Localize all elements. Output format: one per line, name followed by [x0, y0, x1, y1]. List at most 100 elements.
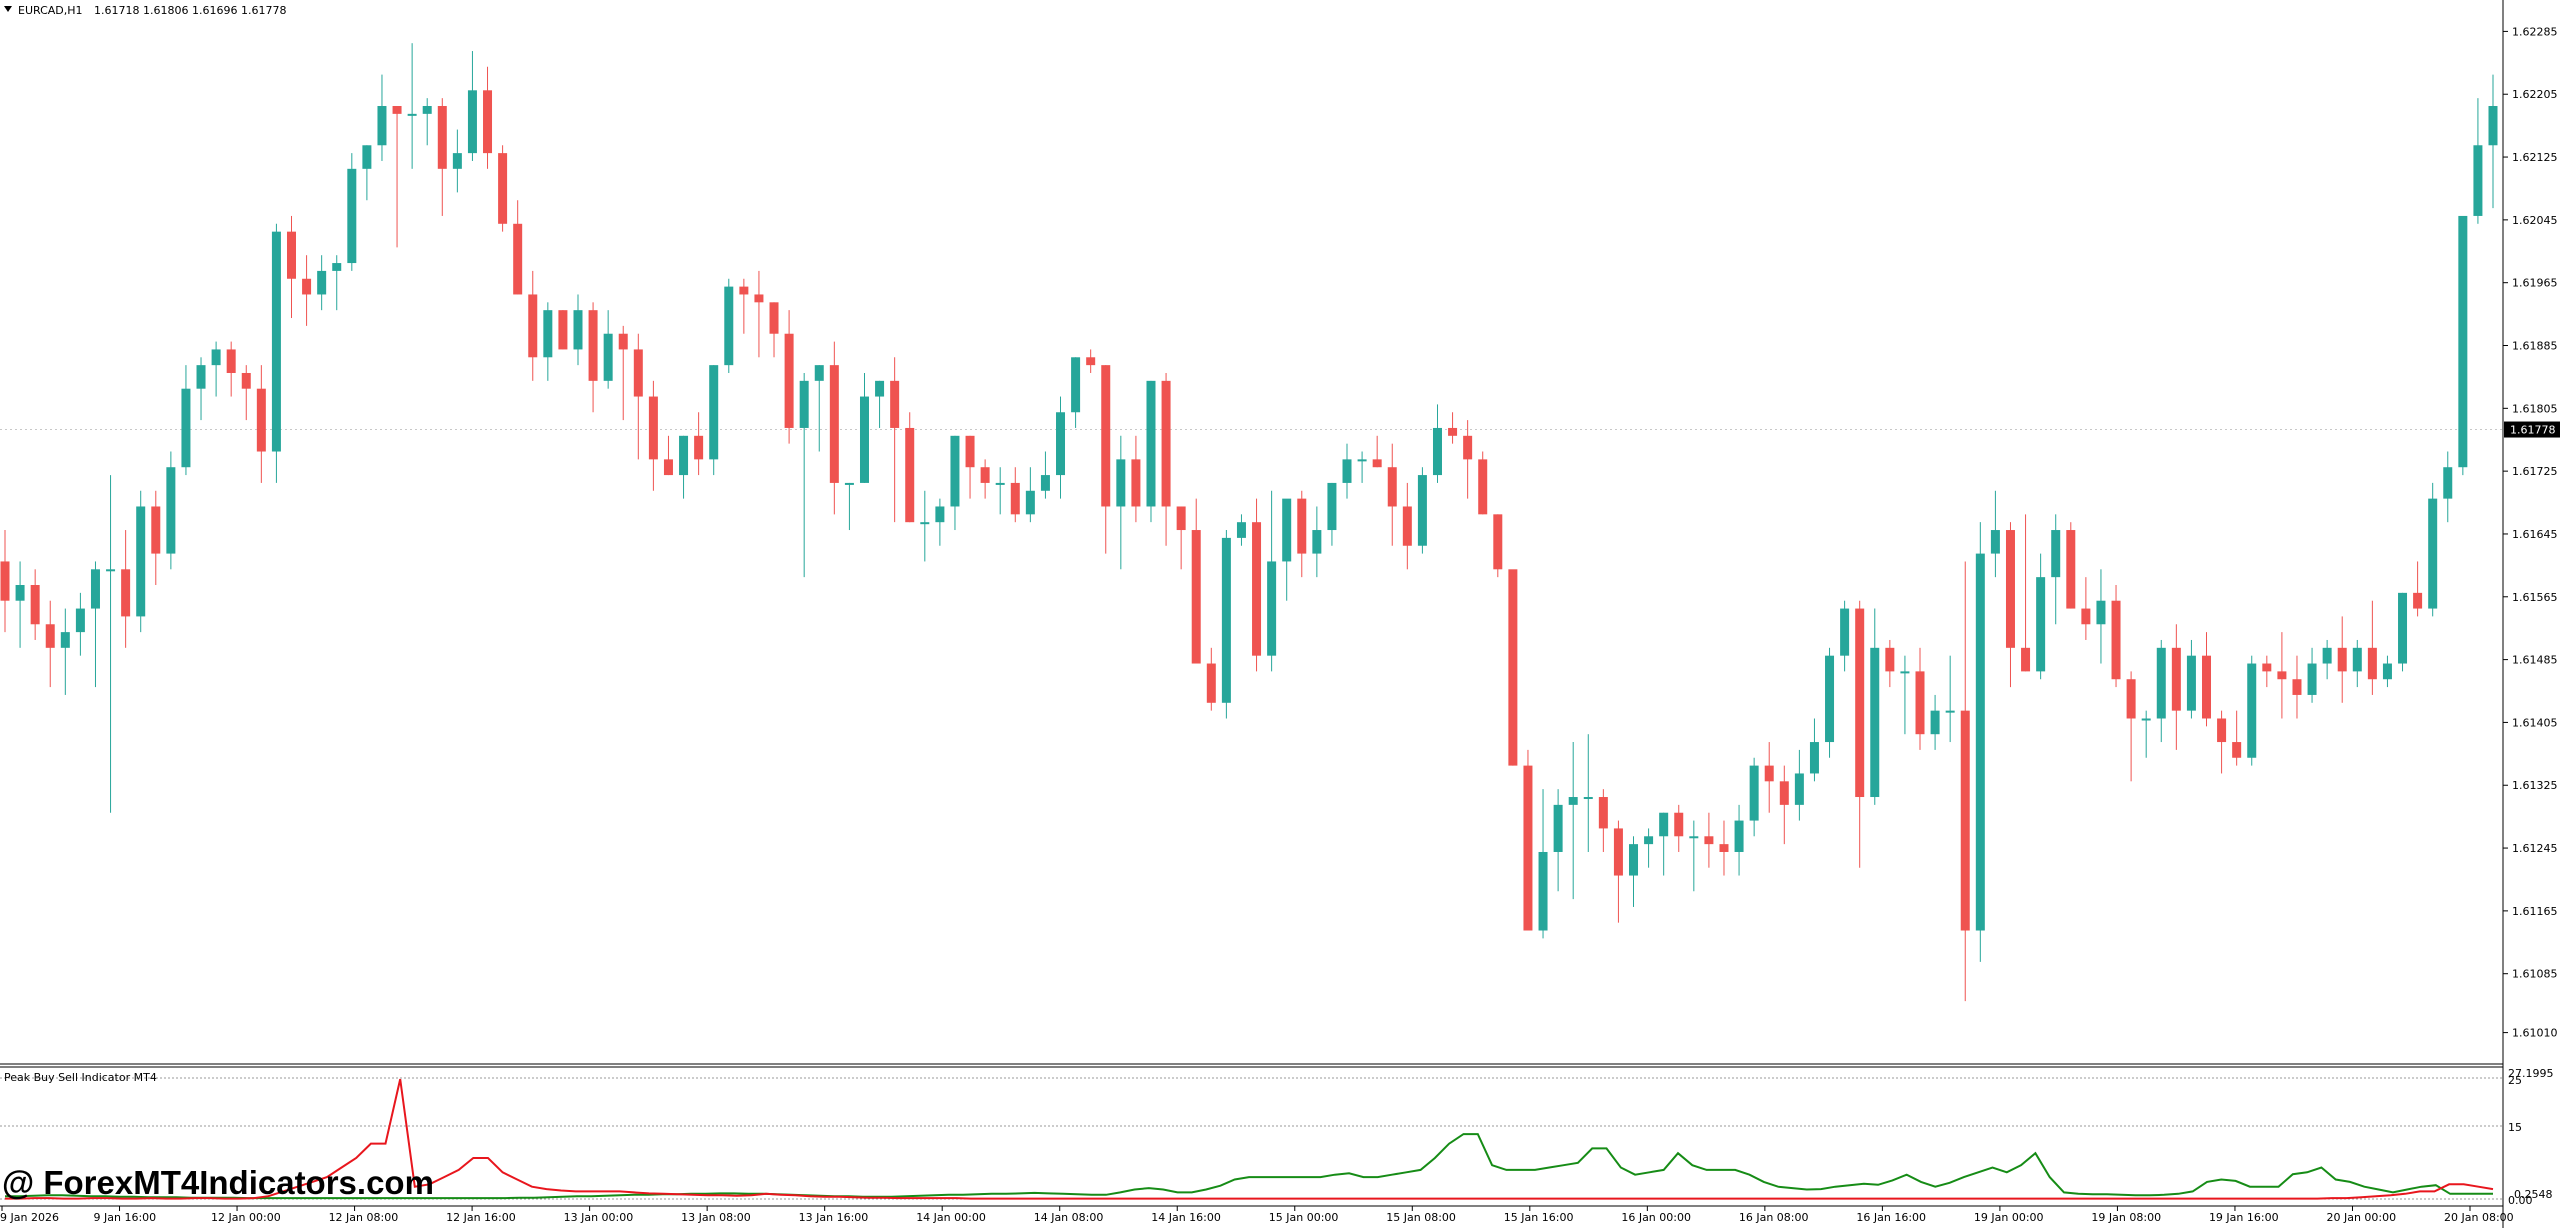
candle-body: [1221, 537, 1231, 703]
candle: [1659, 812, 1669, 876]
candle: [965, 435, 975, 499]
indicator-level-25: 25: [2508, 1074, 2522, 1087]
candle: [2488, 74, 2498, 209]
candle: [211, 341, 221, 397]
candle-body: [1448, 427, 1458, 436]
candle-body: [1282, 498, 1292, 562]
candle: [1975, 522, 1985, 962]
candle-body: [2081, 608, 2091, 625]
candle-body: [302, 278, 312, 295]
candle: [694, 412, 704, 476]
candle-body: [1101, 365, 1111, 507]
candle-body: [2382, 663, 2392, 680]
candle-body: [181, 388, 191, 468]
candle: [2247, 655, 2257, 766]
candle-body: [1840, 608, 1850, 656]
candle-body: [1598, 797, 1608, 829]
candle-body: [1267, 561, 1277, 656]
candle-body: [1071, 357, 1081, 413]
candle-body: [2322, 647, 2332, 664]
candle: [1236, 514, 1246, 546]
candle-body: [1342, 459, 1352, 483]
candles-group: [0, 43, 2498, 1002]
time-axis[interactable]: 9 Jan 2026 9 Jan 16:00 12 Jan 00:00 12 Jan …: [0, 1206, 2514, 1224]
candle-body: [452, 153, 462, 169]
candle: [1206, 647, 1216, 711]
candle: [1387, 443, 1397, 546]
candle-body: [2488, 106, 2498, 146]
time-tick-label: 9 Jan 16:00: [94, 1211, 157, 1224]
candle: [2005, 522, 2015, 688]
candle: [362, 145, 372, 201]
candle-body: [784, 333, 794, 428]
candle: [1146, 380, 1156, 523]
price-tick-label: 1.62205: [2512, 88, 2558, 101]
candle-body: [890, 380, 900, 428]
candle: [2202, 632, 2212, 727]
candle-body: [905, 427, 915, 523]
candle: [950, 435, 960, 531]
candle: [1990, 490, 2000, 578]
candle: [1855, 600, 1865, 868]
candle: [2443, 451, 2453, 523]
symbol-header: EURCAD,H1 1.61718 1.61806 1.61696 1.6177…: [4, 4, 286, 17]
indicator-pane[interactable]: Peak Buy Sell Indicator MT4 27.1995 25 1…: [0, 1067, 2554, 1207]
candle-body: [317, 270, 327, 295]
candle: [2171, 624, 2181, 750]
time-tick-label: 16 Jan 00:00: [1621, 1211, 1691, 1224]
candle: [2262, 655, 2272, 688]
candle: [1885, 639, 1895, 688]
candle: [2156, 639, 2166, 743]
candle-body: [1553, 804, 1563, 852]
candle: [1056, 396, 1066, 499]
candle: [1101, 365, 1111, 554]
main-price-pane[interactable]: [0, 43, 2503, 1002]
candle: [1297, 490, 1307, 578]
candle: [166, 451, 176, 570]
candle-body: [1387, 467, 1397, 507]
price-axis[interactable]: 1.62285 1.62205 1.62125 1.62045 1.61965 1.618…: [2503, 25, 2558, 1040]
candle: [1674, 804, 1684, 852]
candle-body: [995, 482, 1005, 485]
candle: [1583, 734, 1593, 852]
candle: [1448, 412, 1458, 444]
candle-body: [1689, 836, 1699, 839]
candle-body: [30, 585, 40, 625]
candle: [1357, 451, 1367, 483]
candle-body: [2156, 647, 2166, 719]
candle-body: [2413, 592, 2423, 609]
candle-body: [332, 263, 342, 271]
candle-body: [1432, 427, 1442, 476]
time-tick-label: 12 Jan 08:00: [329, 1211, 399, 1224]
candle-body: [151, 506, 161, 554]
dropdown-triangle-icon[interactable]: [4, 6, 12, 12]
candle-body: [1372, 459, 1382, 468]
candle-body: [2247, 663, 2257, 758]
candle: [1629, 836, 1639, 907]
price-tick-label: 1.61965: [2512, 277, 2558, 290]
time-tick-label: 12 Jan 16:00: [446, 1211, 516, 1224]
candle-body: [483, 90, 493, 154]
candle-body: [1568, 797, 1578, 805]
candle: [302, 255, 312, 326]
candle: [829, 341, 839, 515]
candle: [0, 530, 10, 633]
current-price-tag-text: 1.61778: [2510, 424, 2556, 437]
candle-body: [663, 459, 673, 476]
candle-body: [2005, 530, 2015, 648]
candle: [1191, 498, 1201, 664]
candle-body: [211, 349, 221, 366]
candle-body: [422, 106, 432, 114]
candle-body: [1146, 380, 1156, 507]
candle: [392, 106, 402, 248]
candle: [1960, 561, 1970, 1002]
candle-body: [2111, 600, 2121, 680]
candle: [1523, 749, 1533, 931]
candle-body: [543, 310, 553, 358]
candle: [1825, 647, 1835, 758]
candle-body: [1417, 475, 1427, 546]
candle-body: [1960, 710, 1970, 931]
candle: [844, 482, 854, 531]
